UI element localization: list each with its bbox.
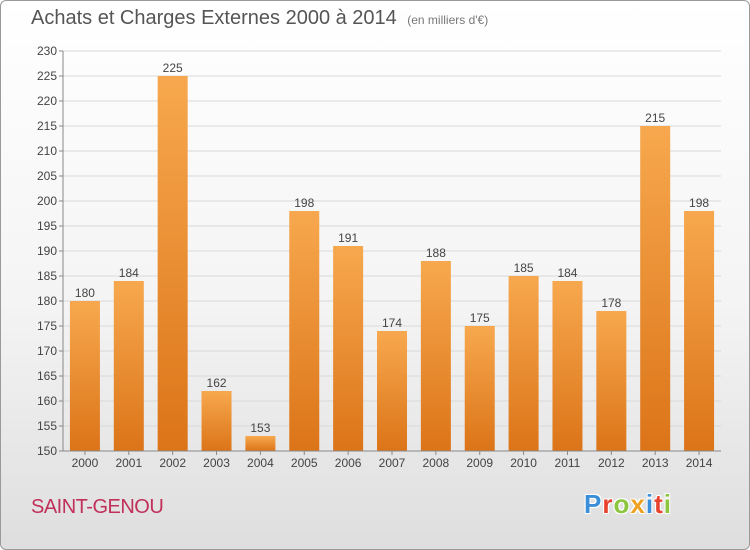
bar-2005 [289,211,320,451]
logo-letter: o [613,489,631,519]
bars: 180 184 225 162 153 198 191 174 188 175 185 184 178 2… [69,61,715,451]
y-tick-label: 175 [37,319,57,333]
y-tick-label: 150 [37,444,57,458]
x-tick-label: 2010 [510,456,537,470]
bar-2009 [464,326,495,451]
x-tick-label: 2003 [203,456,230,470]
data-label: 198 [294,196,314,210]
data-label: 215 [645,111,665,125]
y-tick-label: 190 [37,244,57,258]
data-label: 198 [689,196,709,210]
y-tick-label: 215 [37,119,57,133]
data-label: 175 [470,311,490,325]
bar-2013 [640,126,671,451]
chart-title: Achats et Charges Externes 2000 à 2014 [31,7,397,29]
data-label: 191 [338,231,358,245]
data-label: 178 [601,296,621,310]
y-tick-label: 195 [37,219,57,233]
y-tick-label: 230 [37,44,57,58]
data-label: 174 [382,316,402,330]
data-label: 162 [207,376,227,390]
data-label: 185 [514,261,534,275]
bar-2000 [69,301,100,451]
x-tick-label: 2005 [291,456,318,470]
bar-2011 [552,281,583,451]
y-tick-label: 185 [37,269,57,283]
bar-2010 [508,276,539,451]
proxiti-logo[interactable]: Proxiti [584,489,672,520]
y-tick-label: 205 [37,169,57,183]
bar-2003 [201,391,232,451]
logo-letter: i [645,489,655,519]
data-label: 225 [163,61,183,75]
x-tick-label: 2011 [555,456,581,470]
y-tick-label: 220 [37,94,57,108]
logo-letter: i [663,489,672,519]
bar-2002 [157,76,188,451]
y-tick-label: 225 [37,69,57,83]
data-label: 188 [426,246,446,260]
x-tick-label: 2008 [423,456,450,470]
data-label: 184 [119,266,139,280]
data-label: 153 [250,421,270,435]
x-tick-label: 2009 [466,456,493,470]
bar-2014 [684,211,715,451]
y-tick-label: 160 [37,394,57,408]
x-tick-label: 2014 [686,456,713,470]
x-tick-label: 2004 [247,456,274,470]
logo-letter: t [654,489,664,519]
y-tick-label: 165 [37,369,57,383]
y-tick-label: 155 [37,419,57,433]
y-tick-label: 180 [37,294,57,308]
x-tick-label: 2012 [598,456,625,470]
data-label: 184 [557,266,577,280]
bar-2006 [333,246,364,451]
y-tick-label: 200 [37,194,57,208]
x-tick-label: 2002 [159,456,186,470]
logo-letter: r [602,489,614,519]
y-tick-label: 170 [37,344,57,358]
axes: 150 155 160 165 170 175 180 185 190 195 200 205 210 2… [37,44,721,470]
logo-letter: x [630,489,646,519]
bar-2008 [420,261,451,451]
data-label: 180 [75,286,95,300]
x-tick-label: 2006 [335,456,362,470]
x-tick-label: 2000 [72,456,99,470]
x-tick-label: 2007 [379,456,406,470]
bar-2004 [245,436,276,451]
bar-2001 [113,281,144,451]
chart-unit: (en milliers d'€) [407,13,489,27]
y-tick-label: 210 [37,144,57,158]
bar-2007 [377,331,407,451]
logo-letter: P [584,489,603,519]
bar-2012 [596,311,627,451]
x-tick-label: 2013 [642,456,669,470]
chart-title-block: Achats et Charges Externes 2000 à 2014 (… [31,7,488,30]
commune-name: SAINT-GENOU [31,496,164,518]
x-tick-label: 2001 [115,456,142,470]
